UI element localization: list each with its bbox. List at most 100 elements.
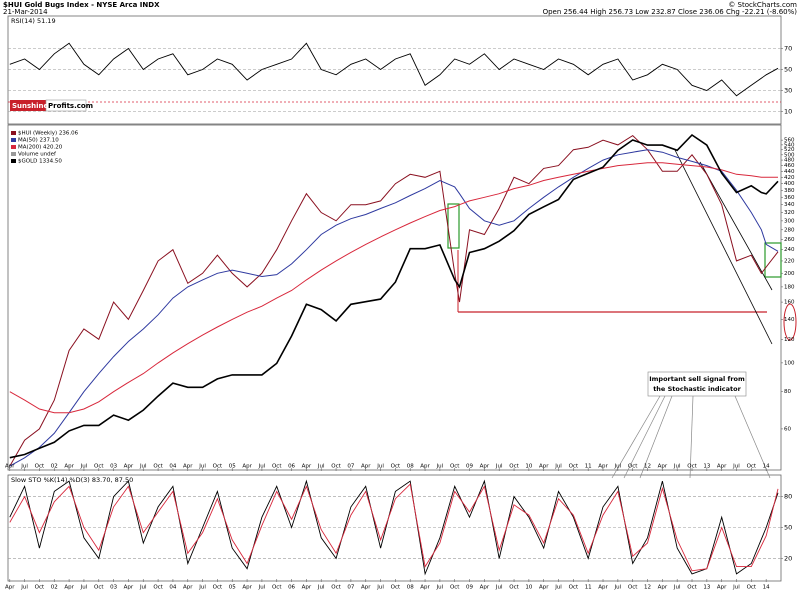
x-tick-label: Jul [495,585,503,591]
trend-line [674,149,773,345]
panel-title: RSI(14) 51.19 [11,17,56,25]
y-tick-label: 50 [784,66,792,74]
y-tick-label: 260 [784,237,795,243]
x-tick-label: Apr [124,585,134,591]
x-tick-label: Jul [317,464,325,470]
legend-label: $GOLD 1334.50 [18,159,62,165]
x-tick-label: 02 [51,585,58,591]
x-tick-label: 13 [703,585,710,591]
x-tick-label: Oct [213,464,223,470]
x-tick-label: Jul [436,585,444,591]
y-tick-label: 400 [784,181,795,187]
x-tick-label: Apr [5,585,15,591]
legend-swatch [11,152,16,156]
legend-label: MA(200) 420.20 [18,145,63,151]
x-tick-label: 08 [407,585,414,591]
x-tick-label: 14 [763,464,770,470]
x-tick-label: Jul [495,464,503,470]
x-tick-label: 11 [585,585,592,591]
x-tick-label: 11 [585,464,592,470]
x-tick-label: Apr [64,464,74,470]
x-tick-label: 07 [347,464,354,470]
x-tick-label: Oct [509,464,519,470]
y-tick-label: 300 [784,218,795,224]
y-tick-label: 80 [784,493,792,501]
x-tick-label: Oct [272,585,282,591]
x-tick-label: Apr [242,585,252,591]
x-tick-label: Jul [614,464,622,470]
x-tick-label: 09 [466,464,473,470]
x-tick-label: Jul [139,585,147,591]
y-tick-label: 120 [784,337,795,343]
x-tick-label: 07 [347,585,354,591]
y-tick-label: 440 [784,169,795,175]
y-tick-label: 280 [784,227,795,233]
y-tick-label: 420 [784,175,795,181]
x-tick-label: Oct [94,585,104,591]
x-tick-label: Oct [747,464,757,470]
x-tick-label: 02 [51,464,58,470]
x-tick-label: Jul [436,464,444,470]
x-tick-label: Jul [258,585,266,591]
x-tick-label: Oct [153,464,163,470]
x-tick-label: Apr [539,464,549,470]
x-tick-label: Jul [673,464,681,470]
x-tick-label: Apr [420,585,430,591]
series-line [9,479,779,576]
x-tick-label: Apr [658,464,668,470]
x-tick-label: 12 [644,585,651,591]
y-tick-label: 50 [784,524,792,532]
y-tick-label: 380 [784,188,795,194]
legend-swatch [11,131,16,135]
x-tick-label: 10 [525,464,532,470]
x-tick-label: Jul [732,464,740,470]
series-line [9,133,779,459]
y-tick-label: 200 [784,271,795,277]
series-line [9,483,779,572]
y-tick-label: 20 [784,554,792,562]
x-tick-label: Apr [480,464,490,470]
x-tick-label: Oct [569,464,579,470]
y-tick-label: 460 [784,163,795,169]
x-tick-label: Jul [673,585,681,591]
annotation-text: the Stochastic indicator [653,385,741,393]
x-tick-label: Oct [331,585,341,591]
x-tick-label: 12 [644,464,651,470]
x-tick-label: Oct [628,585,638,591]
x-tick-label: Apr [302,585,312,591]
x-tick-label: 05 [229,585,236,591]
header-date: 21-Mar-2014 [3,8,48,16]
x-tick-label: Jul [80,464,88,470]
legend-swatch [11,145,16,149]
logo-left-bg [10,100,46,111]
legend-swatch [11,159,16,163]
x-tick-label: Apr [598,585,608,591]
x-tick-label: Jul [554,585,562,591]
series-line [9,162,778,414]
x-tick-label: 04 [169,585,176,591]
x-tick-label: Jul [258,464,266,470]
x-tick-label: Jul [614,585,622,591]
x-tick-label: Oct [747,585,757,591]
x-tick-label: Jul [732,585,740,591]
x-tick-label: Apr [361,585,371,591]
x-tick-label: Apr [539,585,549,591]
annotation-text: Important sell signal from [649,375,745,383]
x-tick-label: Jul [80,585,88,591]
x-tick-label: Jul [376,464,384,470]
x-tick-label: Oct [153,585,163,591]
x-tick-label: Jul [20,585,28,591]
y-tick-label: 560 [784,138,795,144]
x-tick-label: Jul [317,585,325,591]
sto-frame [7,474,782,582]
x-tick-label: Oct [331,464,341,470]
x-tick-label: Oct [272,464,282,470]
series-line [9,42,779,97]
y-tick-label: 520 [784,147,795,153]
x-tick-label: Oct [450,464,460,470]
x-tick-label: Oct [569,585,579,591]
legend-label: Volume undef [18,152,57,158]
x-tick-label: Oct [35,585,45,591]
x-tick-label: Apr [420,464,430,470]
